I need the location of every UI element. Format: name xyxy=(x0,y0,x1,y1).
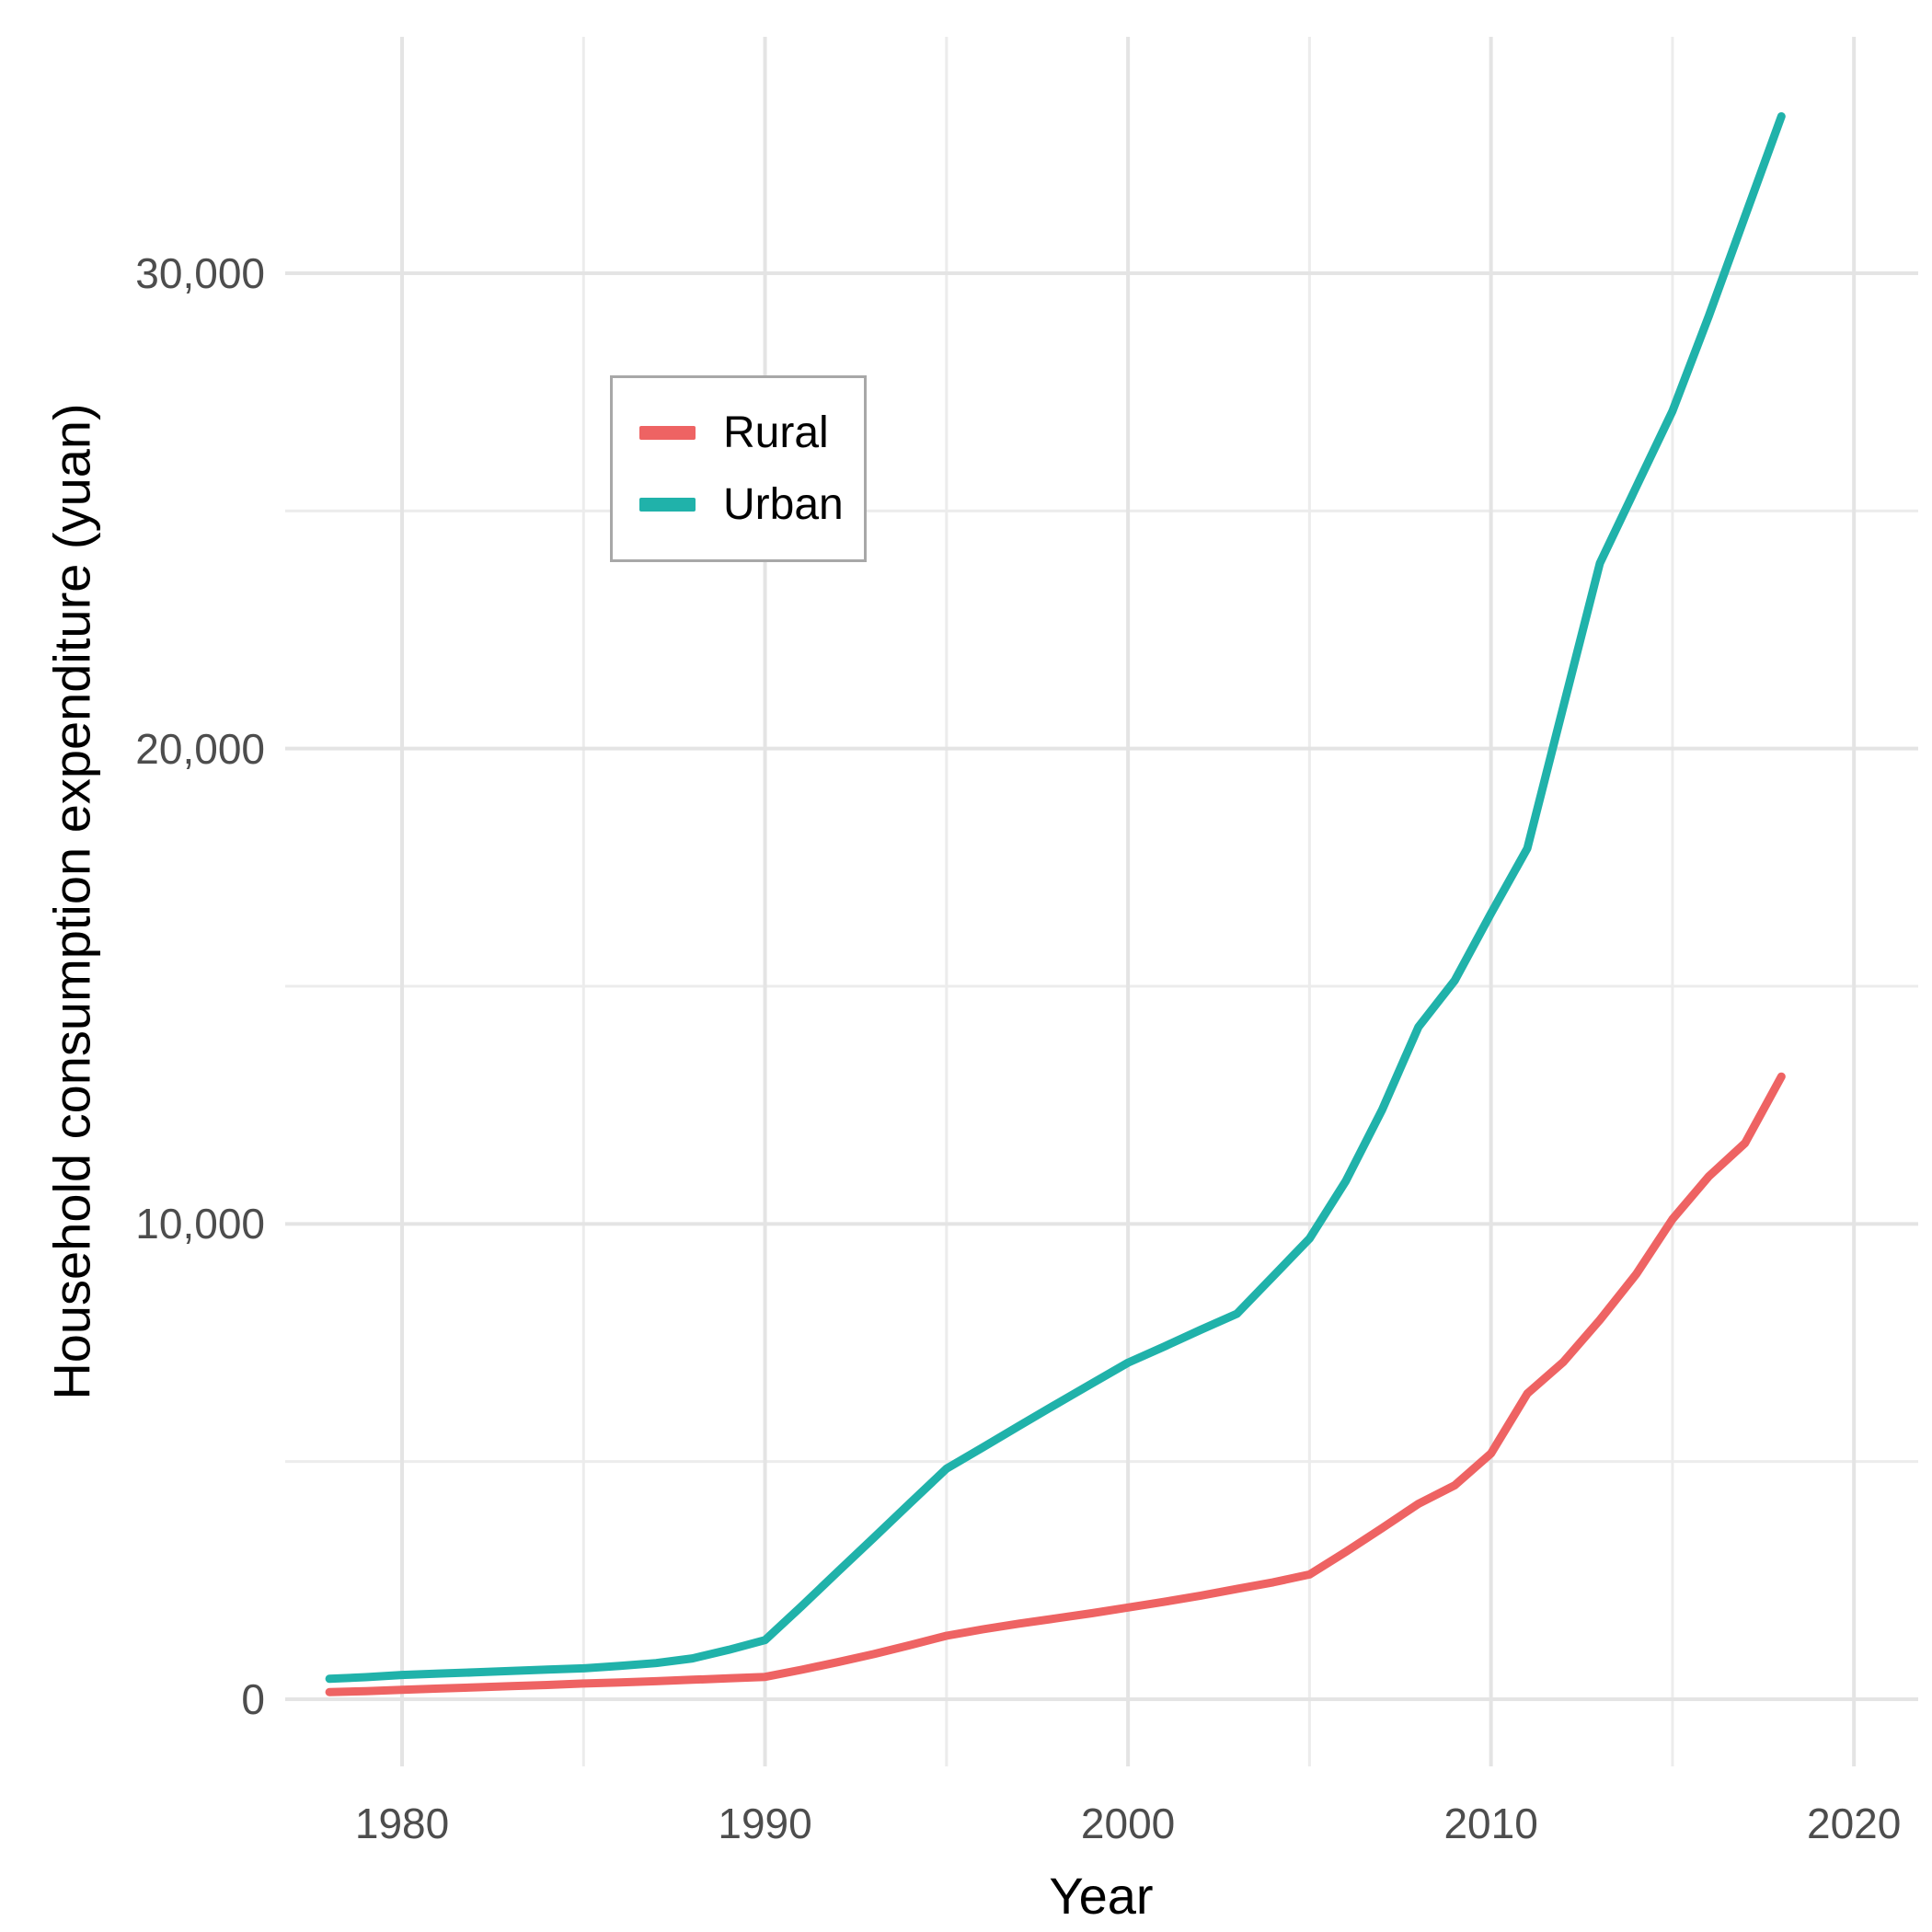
legend: Rural Urban xyxy=(610,375,867,562)
legend-item-rural: Rural xyxy=(639,408,864,457)
legend-item-urban: Urban xyxy=(639,479,864,529)
y-tick-label-20,000: 20,000 xyxy=(135,724,265,773)
x-axis-title: Year xyxy=(1049,1867,1154,1925)
rural-line xyxy=(325,1072,1786,1696)
y-axis-title: Household consumption expenditure (yuan) xyxy=(42,403,101,1400)
urban-line-swatch xyxy=(639,498,696,512)
y-tick-label-0: 0 xyxy=(241,1674,265,1723)
y-tick-label-30,000: 30,000 xyxy=(135,248,265,297)
y-tick-label-10,000: 10,000 xyxy=(135,1200,265,1248)
x-tick-label-2010: 2010 xyxy=(1443,1800,1538,1847)
legend-label-urban: Urban xyxy=(723,479,844,529)
rural-line-swatch xyxy=(639,426,696,440)
x-tick-label-1980: 1980 xyxy=(354,1800,450,1847)
x-tick-label-2000: 2000 xyxy=(1080,1800,1176,1847)
legend-label-rural: Rural xyxy=(723,408,829,457)
x-tick-label-2020: 2020 xyxy=(1806,1800,1902,1847)
x-tick-label-1990: 1990 xyxy=(718,1800,812,1847)
urban-line xyxy=(325,112,1786,1684)
